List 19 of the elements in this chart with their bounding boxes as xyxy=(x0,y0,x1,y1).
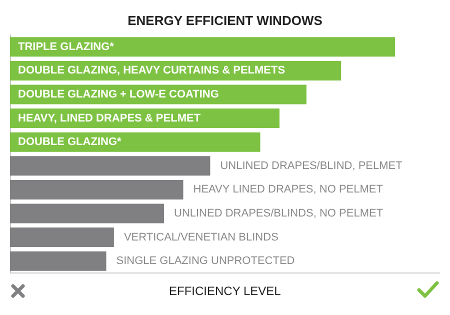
bar xyxy=(10,228,114,248)
bar xyxy=(10,251,106,271)
y-tick-label: SINGLE GLAZING UNPROTECTED xyxy=(116,255,295,268)
bar xyxy=(10,156,210,176)
y-tick-label: VERTICAL/VENETIAN BLINDS xyxy=(124,231,278,244)
y-tick-label: UNLINED DRAPES/BLINDS, NO PELMET xyxy=(174,208,384,220)
y-tick-label: HEAVY, LINED DRAPES & PELMET xyxy=(18,112,201,124)
bar xyxy=(10,37,395,57)
y-tick-label: TRIPLE GLAZING* xyxy=(18,40,115,53)
y-tick-label: DOUBLE GLAZING* xyxy=(18,136,122,148)
bar xyxy=(10,204,164,224)
bar xyxy=(10,180,184,200)
chart-title: ENERGY EFFICIENT WINDOWS xyxy=(128,13,323,28)
y-tick-label: UNLINED DRAPES/BLIND, PELMET xyxy=(220,160,403,172)
y-tick-label: HEAVY LINED DRAPES, NO PELMET xyxy=(193,184,384,196)
y-tick-label: DOUBLE GLAZING + LOW-E COATING xyxy=(18,88,219,100)
bar xyxy=(10,132,260,152)
x-axis-title: EFFICIENCY LEVEL xyxy=(168,284,282,298)
y-tick-label: DOUBLE GLAZING, HEAVY CURTAINS & PELMETS xyxy=(18,64,286,77)
